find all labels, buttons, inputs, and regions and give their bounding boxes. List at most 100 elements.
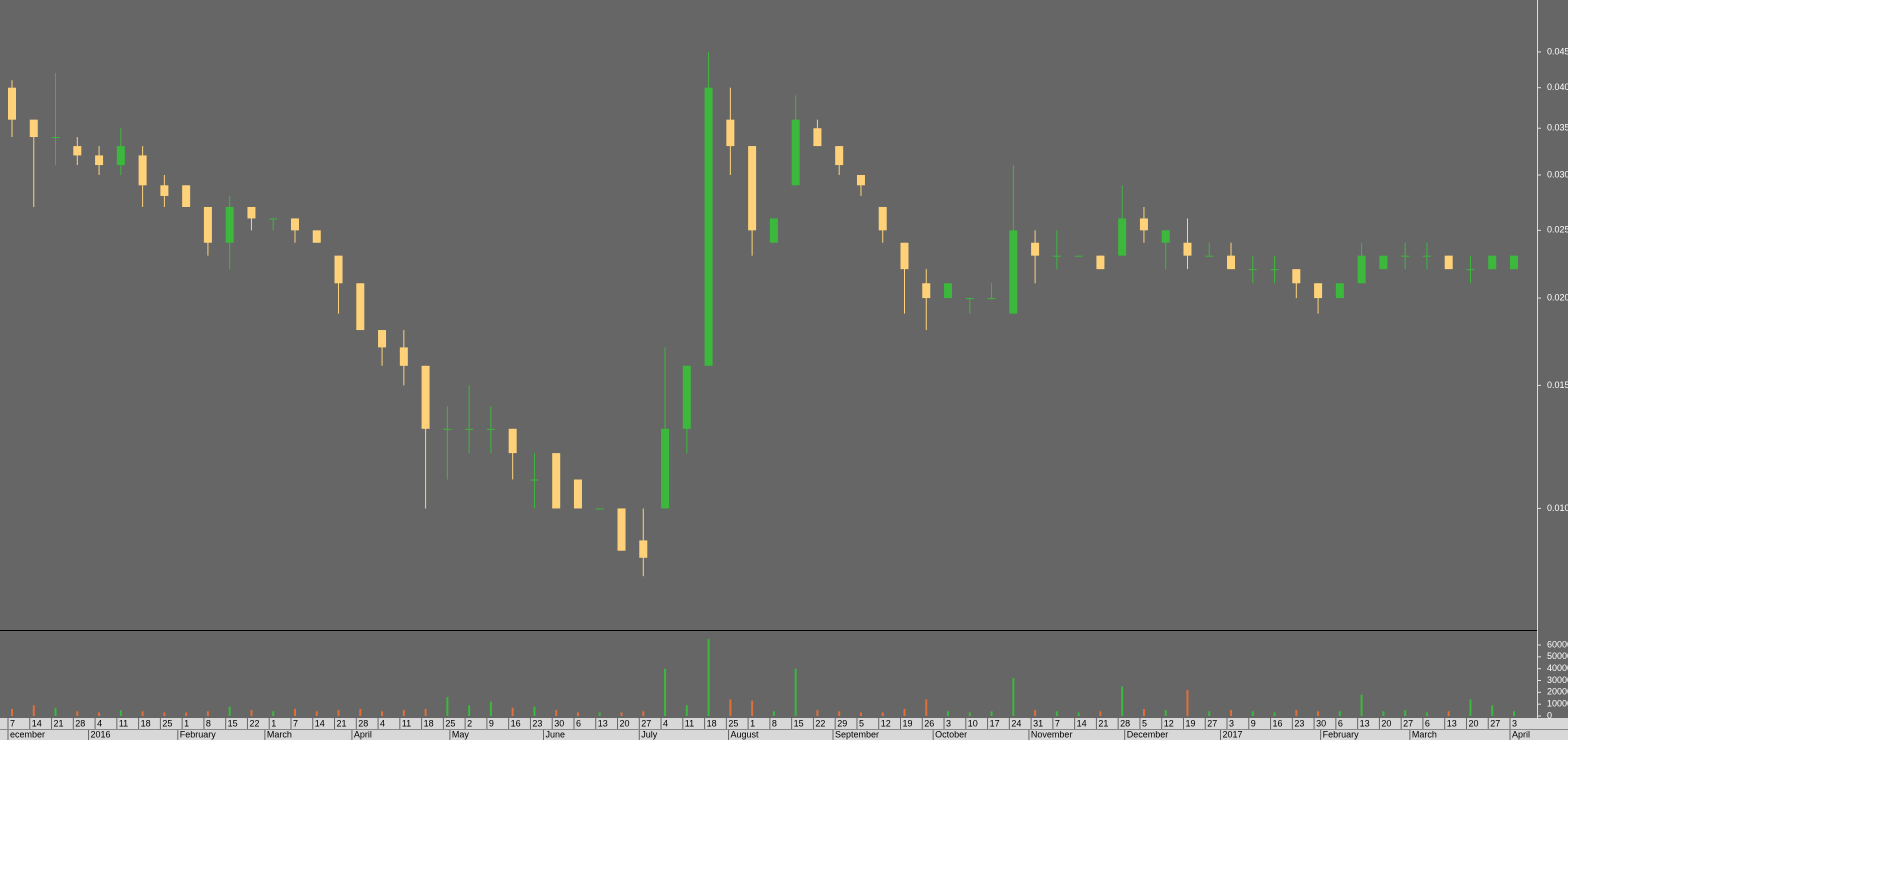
- volume-bar: [729, 699, 732, 716]
- x-tick-label: 4: [380, 718, 385, 728]
- y-tick-label: 0.035: [1547, 123, 1570, 133]
- volume-bar: [1121, 686, 1124, 716]
- candle-body: [421, 365, 430, 429]
- candle-body: [269, 218, 278, 220]
- candle-body: [1379, 255, 1388, 270]
- volume-bar: [990, 711, 993, 716]
- y-tick-label: 0.010: [1547, 503, 1570, 513]
- candle-body: [1401, 255, 1410, 257]
- candle-body: [486, 428, 495, 430]
- x-tick-label: 23: [532, 718, 542, 728]
- candle-body: [378, 330, 387, 348]
- candle-body: [900, 242, 909, 270]
- volume-bar: [468, 705, 471, 716]
- candle-body: [116, 146, 125, 166]
- volume-bar: [772, 711, 775, 716]
- candle-body: [247, 206, 256, 219]
- x-tick-label: 27: [641, 718, 651, 728]
- candle-body: [1248, 269, 1257, 271]
- volume-bar: [1295, 710, 1298, 716]
- volume-bar: [1491, 705, 1494, 716]
- x-tick-label: 5: [1142, 718, 1147, 728]
- volume-bar: [751, 700, 754, 716]
- month-label: March: [1412, 729, 1437, 739]
- volume-bar: [1099, 711, 1102, 716]
- candle-body: [1488, 255, 1497, 270]
- volume-bar: [838, 711, 841, 716]
- candle-body: [1510, 255, 1518, 270]
- volume-bar: [1230, 710, 1233, 716]
- y-tick-label: 0.015: [1547, 380, 1570, 390]
- candle-body: [51, 137, 60, 139]
- candle-body: [1031, 242, 1040, 256]
- y-tick-label: 10000: [1547, 699, 1572, 709]
- x-tick-label: 30: [554, 718, 564, 728]
- x-tick-label: 13: [1447, 718, 1457, 728]
- x-tick-label: 10: [968, 718, 978, 728]
- candle-body: [1466, 269, 1475, 271]
- volume-bar: [642, 711, 645, 716]
- volume-bar: [1360, 694, 1363, 716]
- x-tick-label: 9: [489, 718, 494, 728]
- volume-bar: [707, 639, 710, 716]
- volume-bar: [881, 712, 884, 716]
- y-tick-label: 30000: [1547, 675, 1572, 685]
- candle-body: [965, 298, 974, 300]
- volume-bar: [794, 668, 797, 716]
- x-tick-label: 28: [75, 718, 85, 728]
- candle-body: [508, 428, 517, 454]
- x-tick-label: 28: [358, 718, 368, 728]
- volume-bar: [903, 708, 906, 716]
- candle-body: [878, 206, 887, 231]
- month-label: September: [835, 729, 879, 739]
- volume-bar: [1338, 711, 1341, 716]
- volume-bar: [489, 701, 492, 716]
- x-tick-label: 1: [271, 718, 276, 728]
- y-tick-label: 40000: [1547, 663, 1572, 673]
- candle-body: [748, 146, 757, 231]
- candle-body: [1074, 255, 1083, 257]
- volume-bar: [1164, 710, 1167, 716]
- volume-bar: [1382, 711, 1385, 716]
- volume-bar: [293, 708, 296, 716]
- y-tick-label: 0.040: [1547, 82, 1570, 92]
- volume-bar: [1513, 711, 1515, 716]
- volume-bar: [947, 711, 950, 716]
- x-tick-label: 16: [1273, 718, 1283, 728]
- x-tick-label: 25: [728, 718, 738, 728]
- candle-body: [1052, 255, 1061, 257]
- candle-body: [1205, 255, 1214, 257]
- volume-bar: [1186, 689, 1189, 716]
- volume-bar: [141, 711, 144, 716]
- x-tick-label: 13: [1360, 718, 1370, 728]
- month-label: December: [1127, 729, 1169, 739]
- volume-bar: [76, 711, 79, 716]
- x-tick-label: 28: [1120, 718, 1130, 728]
- volume-bar: [1142, 708, 1145, 716]
- volume-bar: [598, 712, 601, 716]
- volume-bar: [555, 710, 558, 716]
- candle-body: [1227, 255, 1236, 270]
- x-tick-label: 19: [902, 718, 912, 728]
- candle-body: [356, 283, 365, 331]
- volume-bar: [859, 712, 862, 716]
- month-label: July: [641, 729, 658, 739]
- x-tick-label: 7: [10, 718, 15, 728]
- volume-bar: [620, 712, 623, 716]
- candle-body: [856, 175, 865, 186]
- volume-bar: [968, 712, 971, 716]
- x-tick-label: 25: [162, 718, 172, 728]
- x-tick-label: 12: [881, 718, 891, 728]
- candle-body: [1118, 218, 1127, 256]
- candle-body: [203, 206, 212, 243]
- volume-bar: [1425, 712, 1428, 716]
- y-tick-label: 60000: [1547, 639, 1572, 649]
- candle-body: [73, 146, 82, 156]
- x-tick-label: 4: [663, 718, 668, 728]
- volume-bar: [228, 706, 231, 716]
- candle-body: [1270, 269, 1279, 271]
- x-tick-label: 14: [315, 718, 325, 728]
- candle-body: [1139, 218, 1148, 231]
